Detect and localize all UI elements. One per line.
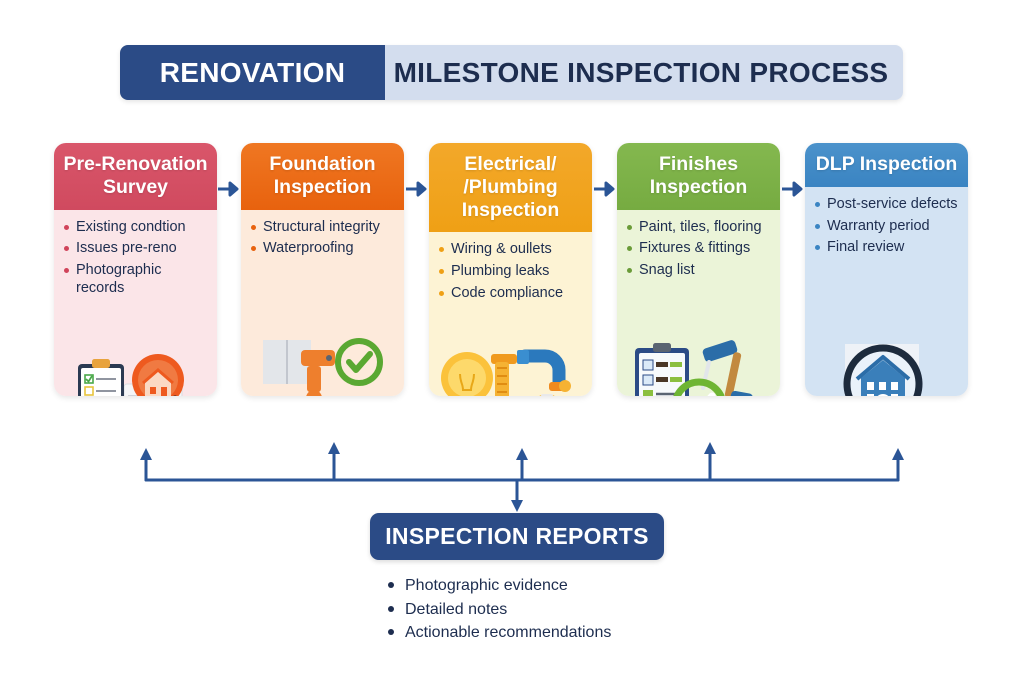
- step-card-finishes-inspection[interactable]: Finishes Inspection Paint, tiles, floori…: [617, 143, 780, 396]
- arrow-right-icon: [406, 181, 427, 197]
- list-item: Photographic records: [63, 262, 211, 298]
- step-bullet-list: Paint, tiles, flooring Fixtures & fittin…: [626, 219, 774, 280]
- step-title: Finishes Inspection: [617, 143, 780, 210]
- step-bullet-list: Structural integrity Waterproofing: [250, 219, 398, 259]
- list-item: Actionable recommendations: [386, 621, 716, 645]
- list-item: Structural integrity: [250, 219, 398, 237]
- list-item: Existing condtion: [63, 219, 211, 237]
- inspection-reports-title: INSPECTION REPORTS: [370, 513, 664, 560]
- step-bullet-list: Existing condtion Issues pre-reno Photog…: [63, 219, 211, 298]
- arrow-right-icon: [782, 181, 803, 197]
- step-title: DLP Inspection: [805, 143, 968, 187]
- list-item: Photographic evidence: [386, 574, 716, 598]
- arrow-down-icon: [511, 500, 523, 512]
- list-item: Waterproofing: [250, 240, 398, 258]
- list-item: Post-service defects: [814, 196, 962, 214]
- step-body: Wiring & oullets Plumbing leaks Code com…: [429, 232, 592, 396]
- list-item: Wiring & oullets: [438, 241, 586, 259]
- list-item: Paint, tiles, flooring: [626, 219, 774, 237]
- building-magnifier-icon: [843, 344, 923, 396]
- lightbulb-and-pipe-faucet-icon: [441, 349, 571, 396]
- list-item: Warranty period: [814, 218, 962, 236]
- step-bullet-list: Wiring & oullets Plumbing leaks Code com…: [438, 241, 586, 302]
- step-title: Foundation Inspection: [241, 143, 404, 210]
- brand-label: RENOVATION: [120, 45, 385, 100]
- step-title: Electrical/ /Plumbing Inspection: [429, 143, 592, 233]
- step-bullet-list: Post-service defects Warranty period Fin…: [814, 196, 962, 257]
- page-title: MILESTONE INSPECTION PROCESS: [385, 45, 903, 100]
- foundation-drill-and-check-icon: [263, 338, 383, 396]
- step-body: Paint, tiles, flooring Fixtures & fittin…: [617, 209, 780, 396]
- list-item: Detailed notes: [386, 598, 716, 622]
- arrow-right-icon: [218, 181, 239, 197]
- step-card-dlp-inspection[interactable]: DLP Inspection Post-service defects Warr…: [805, 143, 968, 396]
- list-item: Issues pre-reno: [63, 240, 211, 258]
- list-item: Final review: [814, 239, 962, 257]
- feedback-connector: [140, 442, 904, 512]
- step-card-electrical-plumbing-inspection[interactable]: Electrical/ /Plumbing Inspection Wiring …: [429, 143, 592, 396]
- inspection-reports-list: Photographic evidence Detailed notes Act…: [386, 574, 716, 645]
- arrow-right-icon: [594, 181, 615, 197]
- clipboard-checklist-and-house-magnifier-icon: [78, 354, 184, 396]
- step-title: Pre-Renovation Survey: [54, 143, 217, 210]
- clipboard-paintroller-and-check-icon: [635, 340, 753, 396]
- list-item: Fixtures & fittings: [626, 240, 774, 258]
- page-title-bar: RENOVATION MILESTONE INSPECTION PROCESS: [120, 45, 903, 100]
- list-item: Code compliance: [438, 285, 586, 303]
- step-card-pre-renovation-survey[interactable]: Pre-Renovation Survey Existing condtion …: [54, 143, 217, 396]
- list-item: Plumbing leaks: [438, 263, 586, 281]
- step-body: Post-service defects Warranty period Fin…: [805, 186, 968, 396]
- step-card-foundation-inspection[interactable]: Foundation Inspection Structural integri…: [241, 143, 404, 396]
- list-item: Snag list: [626, 262, 774, 280]
- arrow-up-icon: [140, 442, 904, 460]
- step-body: Structural integrity Waterproofing: [241, 209, 404, 396]
- step-body: Existing condtion Issues pre-reno Photog…: [54, 209, 217, 396]
